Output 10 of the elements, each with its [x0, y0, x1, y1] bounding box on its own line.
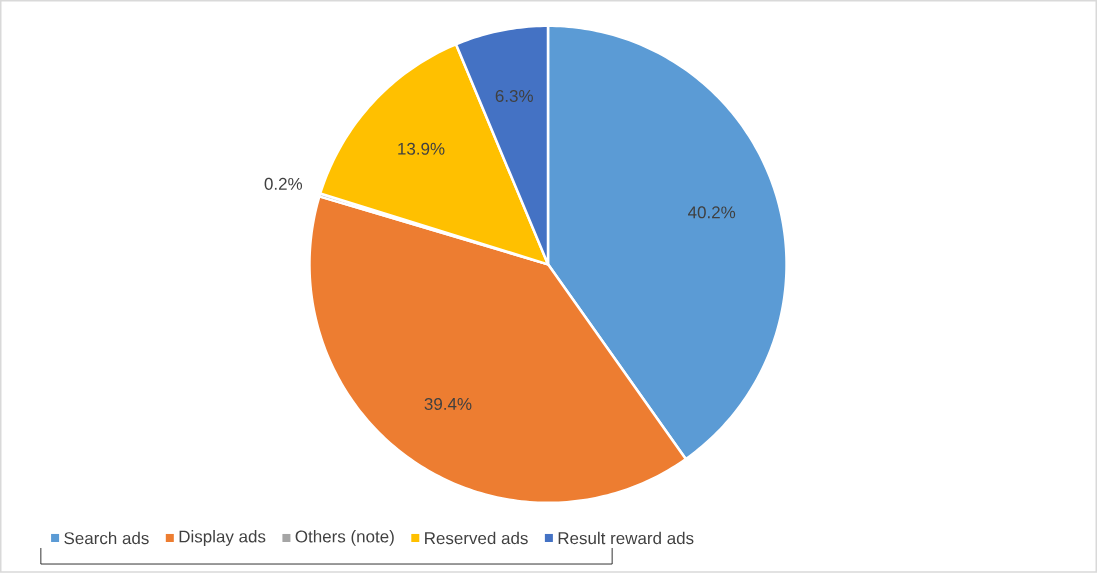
legend-label: Result reward ads [558, 531, 694, 545]
data-label: 13.9% [398, 142, 445, 155]
legend-label: Others (note) [295, 530, 394, 546]
legend-label: Search ads [64, 531, 149, 545]
data-label: 40.2% [688, 206, 736, 219]
data-label: 6.3% [495, 90, 533, 103]
legend-label: Display ads [179, 530, 266, 546]
legend-label: Reserved ads [425, 531, 528, 545]
data-label: 39.4% [424, 398, 472, 411]
data-label: 0.2% [264, 177, 303, 190]
